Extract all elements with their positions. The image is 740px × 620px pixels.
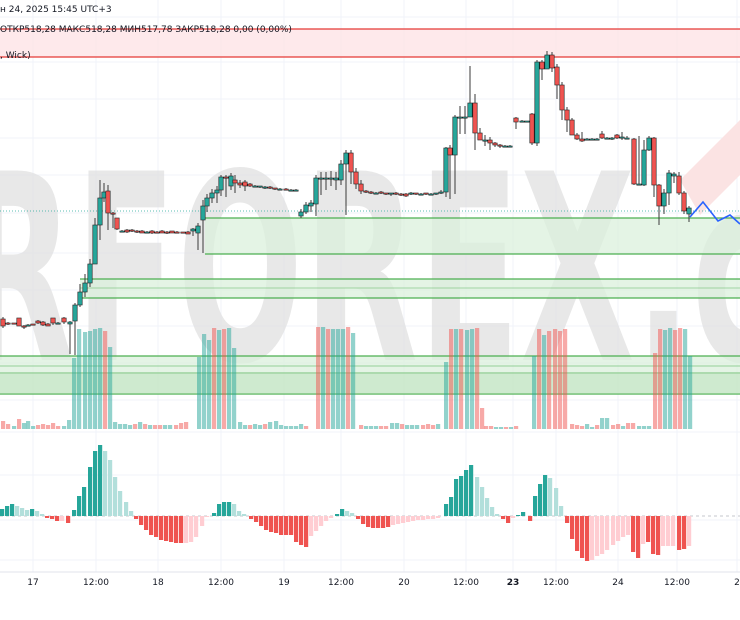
demand-zone-1 — [205, 218, 740, 254]
legend-date: н 24, 2025 15:45 UTC+3 — [0, 5, 112, 15]
time-axis-label: 12:00 — [328, 578, 354, 588]
time-axis-label: 12:00 — [83, 578, 109, 588]
time-axis-label: 23 — [506, 578, 520, 588]
time-axis-label: 17 — [27, 578, 39, 588]
demand-zone-2 — [80, 279, 740, 298]
demand-zone-3 — [0, 356, 740, 394]
time-axis-label: 24 — [612, 578, 624, 588]
time-axis-label: 12:00 — [208, 578, 234, 588]
legend-indicator: , Wick) — [0, 51, 31, 61]
time-axis-label: 12:00 — [453, 578, 479, 588]
time-axis-label: 18 — [152, 578, 164, 588]
time-axis-label: 20 — [398, 578, 410, 588]
legend-ohlc: ОТКР518,28 МАКС518,28 МИН517,78 ЗАКР518,… — [0, 25, 292, 35]
oscillator-histogram — [0, 445, 740, 561]
forecast-line — [689, 200, 740, 225]
zones — [0, 28, 740, 395]
time-axis-label: 12:00 — [543, 578, 569, 588]
volume-histogram — [1, 327, 693, 429]
time-axis-label: 19 — [278, 578, 290, 588]
time-axis-label: 12:00 — [664, 578, 690, 588]
candles — [0, 51, 692, 355]
time-axis-label: 2 — [734, 578, 740, 588]
resistance-zone — [0, 29, 740, 57]
watermark-arrow — [680, 120, 740, 215]
